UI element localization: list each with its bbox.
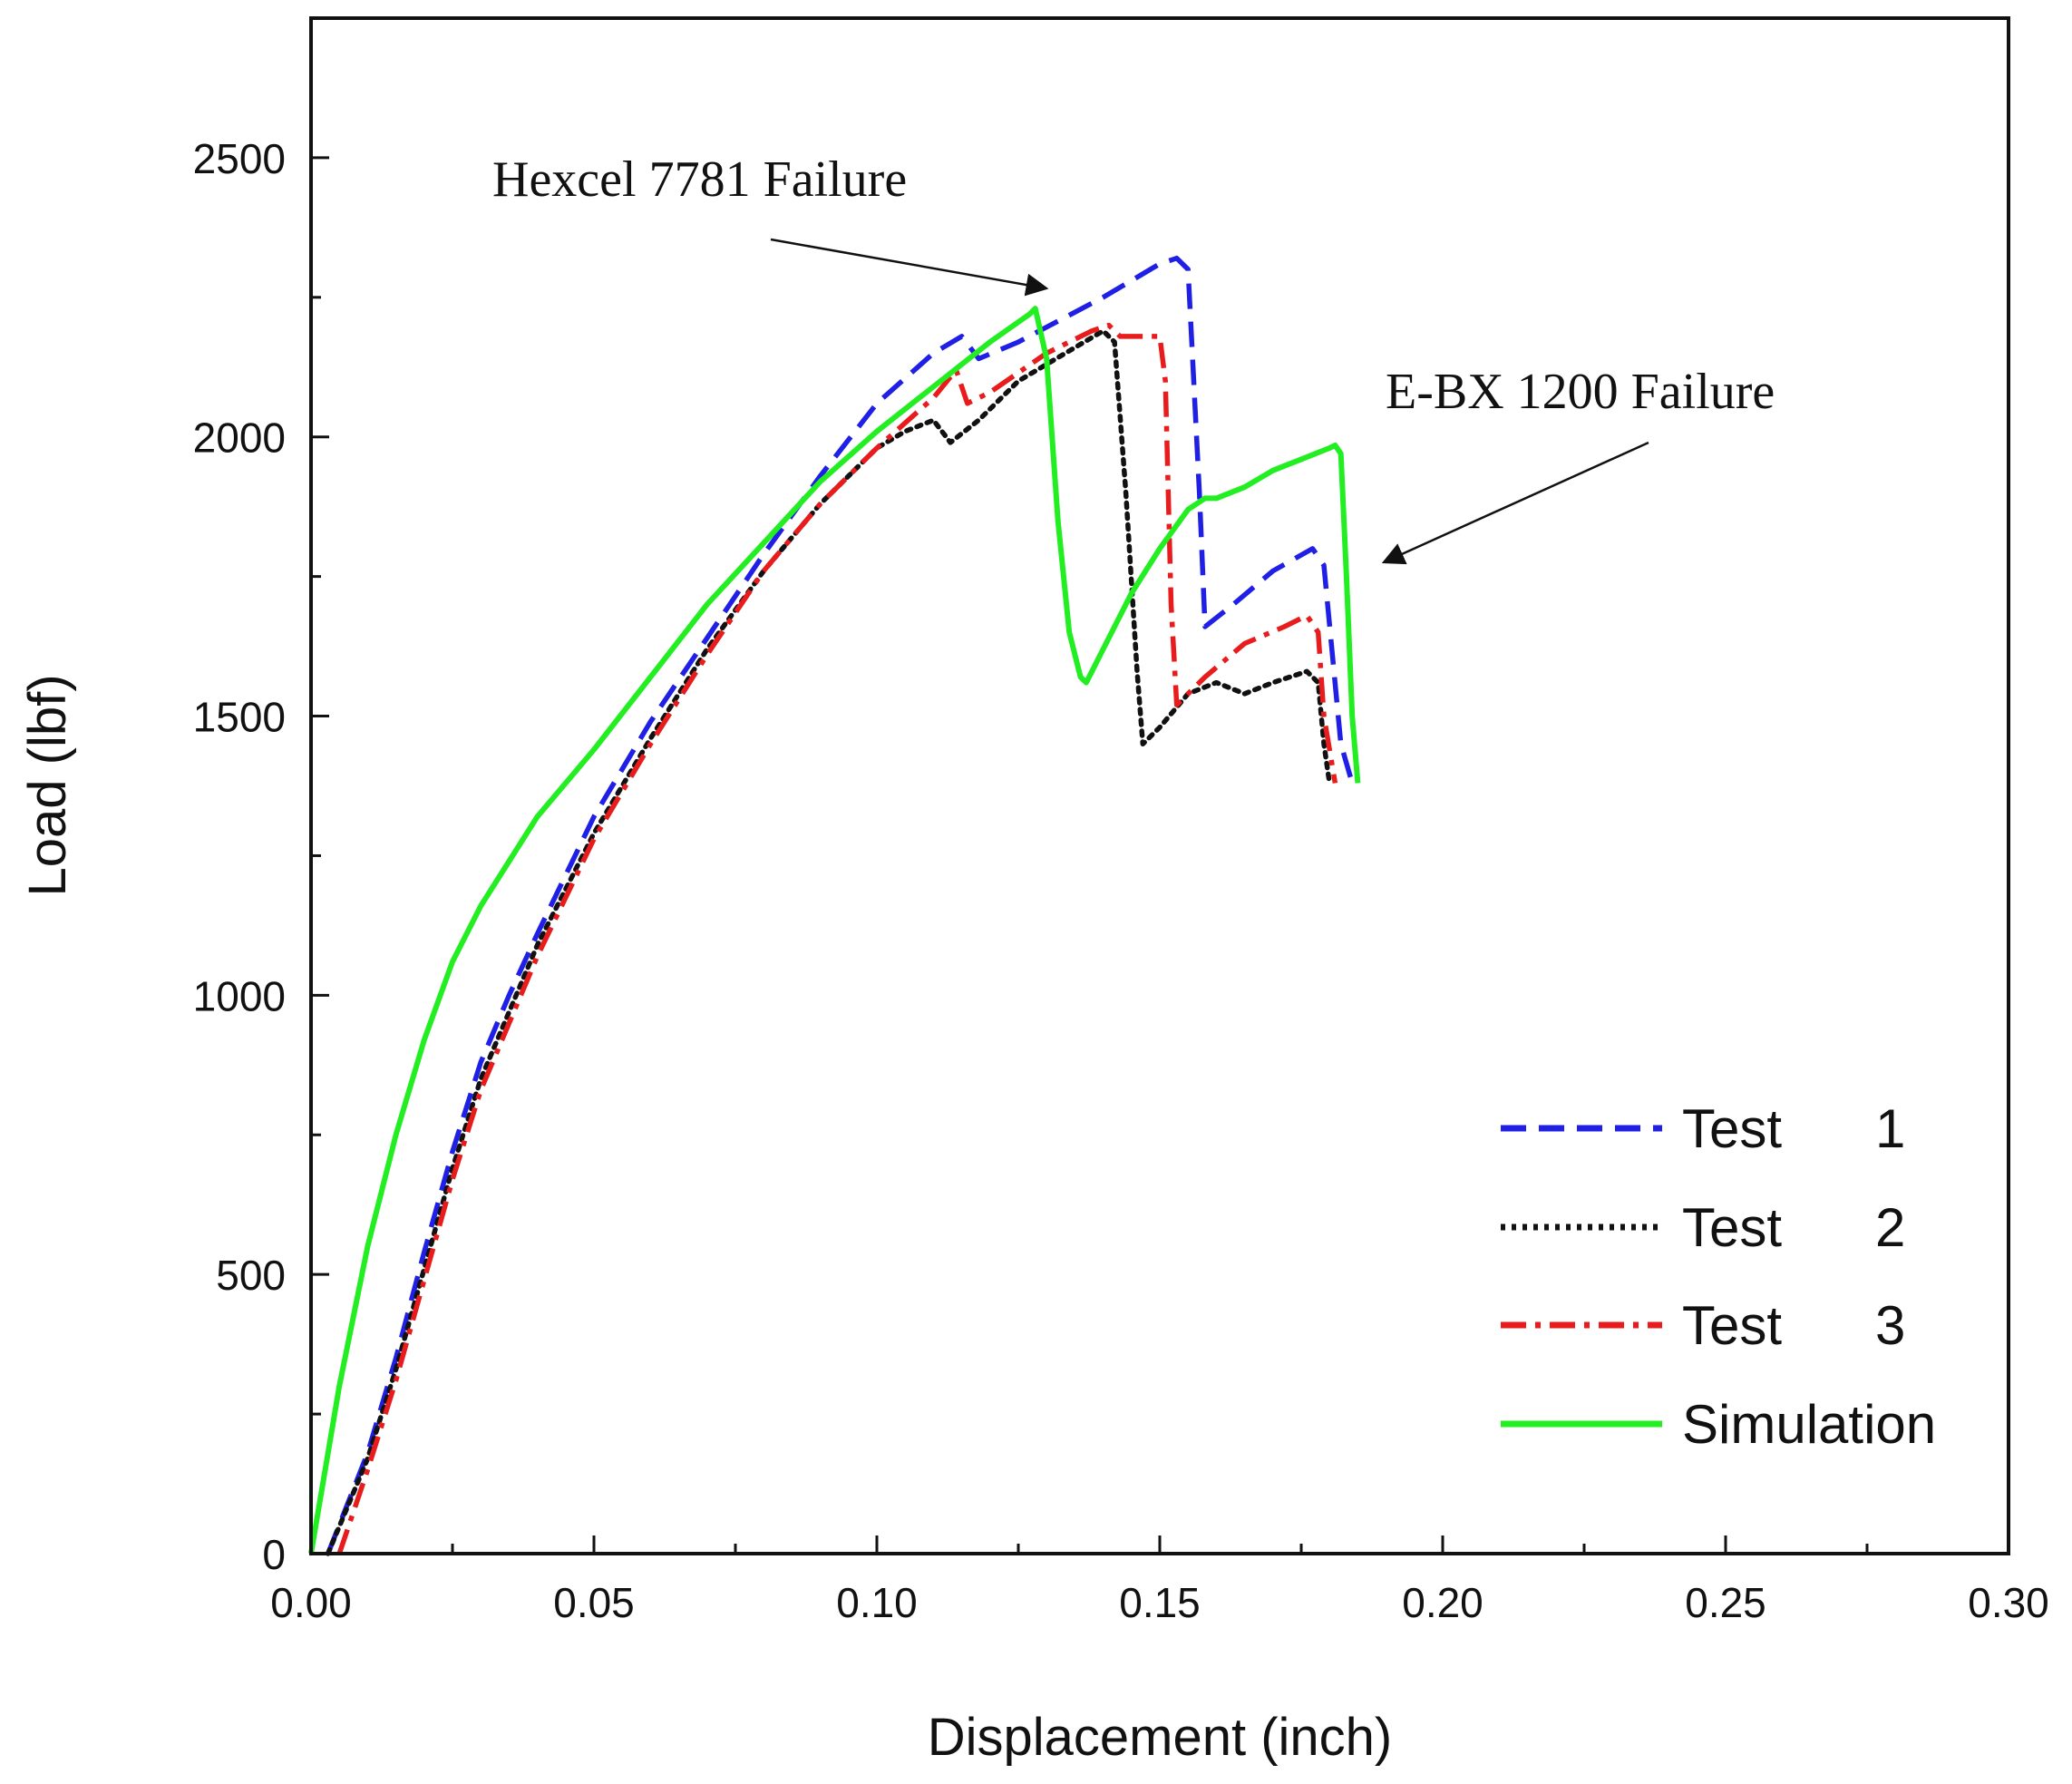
series-line-2 <box>325 328 1332 1556</box>
annotation-ebx: E-BX 1200 Failure <box>1381 364 1775 565</box>
series-line-1 <box>326 255 1355 1555</box>
x-tick-label: 0.25 <box>1685 1579 1766 1626</box>
x-tick-label: 0.20 <box>1402 1579 1483 1626</box>
y-axis-title: Load (lbf) <box>18 674 77 896</box>
series-group <box>308 255 1361 1556</box>
x-tick-label: 0.10 <box>836 1579 918 1626</box>
y-tick-label: 1000 <box>193 972 286 1019</box>
y-tick-label: 500 <box>216 1252 286 1299</box>
x-axis-title: Displacement (inch) <box>928 1708 1393 1767</box>
y-ticks: 0 500 1000 1500 2000 2500 <box>193 135 329 1578</box>
x-tick-label: 0.30 <box>1968 1579 2049 1626</box>
y-tick-label: 2000 <box>193 414 286 462</box>
annotation-hexcel-arrow <box>770 238 1049 297</box>
y-tick-label: 1500 <box>193 694 286 741</box>
legend-number-1: 1 <box>1875 1098 1905 1159</box>
x-tick-label: 0.00 <box>270 1579 352 1626</box>
legend: Test 1 Test 2 Test 3 Simulation <box>1501 1098 1936 1455</box>
annotation-ebx-text: E-BX 1200 Failure <box>1386 364 1775 420</box>
legend-label-2: Test <box>1682 1197 1782 1258</box>
x-tick-label: 0.15 <box>1119 1579 1201 1626</box>
legend-number-3: 3 <box>1875 1295 1905 1356</box>
annotation-hexcel-text: Hexcel 7781 Failure <box>492 151 907 208</box>
x-ticks: 0.00 0.05 0.10 0.15 0.20 0.25 0.30 <box>270 1535 2049 1626</box>
annotation-hexcel: Hexcel 7781 Failure <box>492 151 1049 297</box>
legend-number-2: 2 <box>1875 1197 1905 1258</box>
legend-label-3: Test <box>1682 1295 1782 1356</box>
series-line-3 <box>336 322 1338 1555</box>
y-tick-label: 2500 <box>193 135 286 182</box>
series-line-4 <box>308 306 1361 1555</box>
x-tick-label: 0.05 <box>553 1579 635 1626</box>
legend-label-1: Test <box>1682 1098 1782 1159</box>
y-tick-label: 0 <box>262 1531 286 1578</box>
legend-label-4: Simulation <box>1682 1394 1936 1455</box>
annotation-ebx-arrow <box>1381 441 1649 565</box>
